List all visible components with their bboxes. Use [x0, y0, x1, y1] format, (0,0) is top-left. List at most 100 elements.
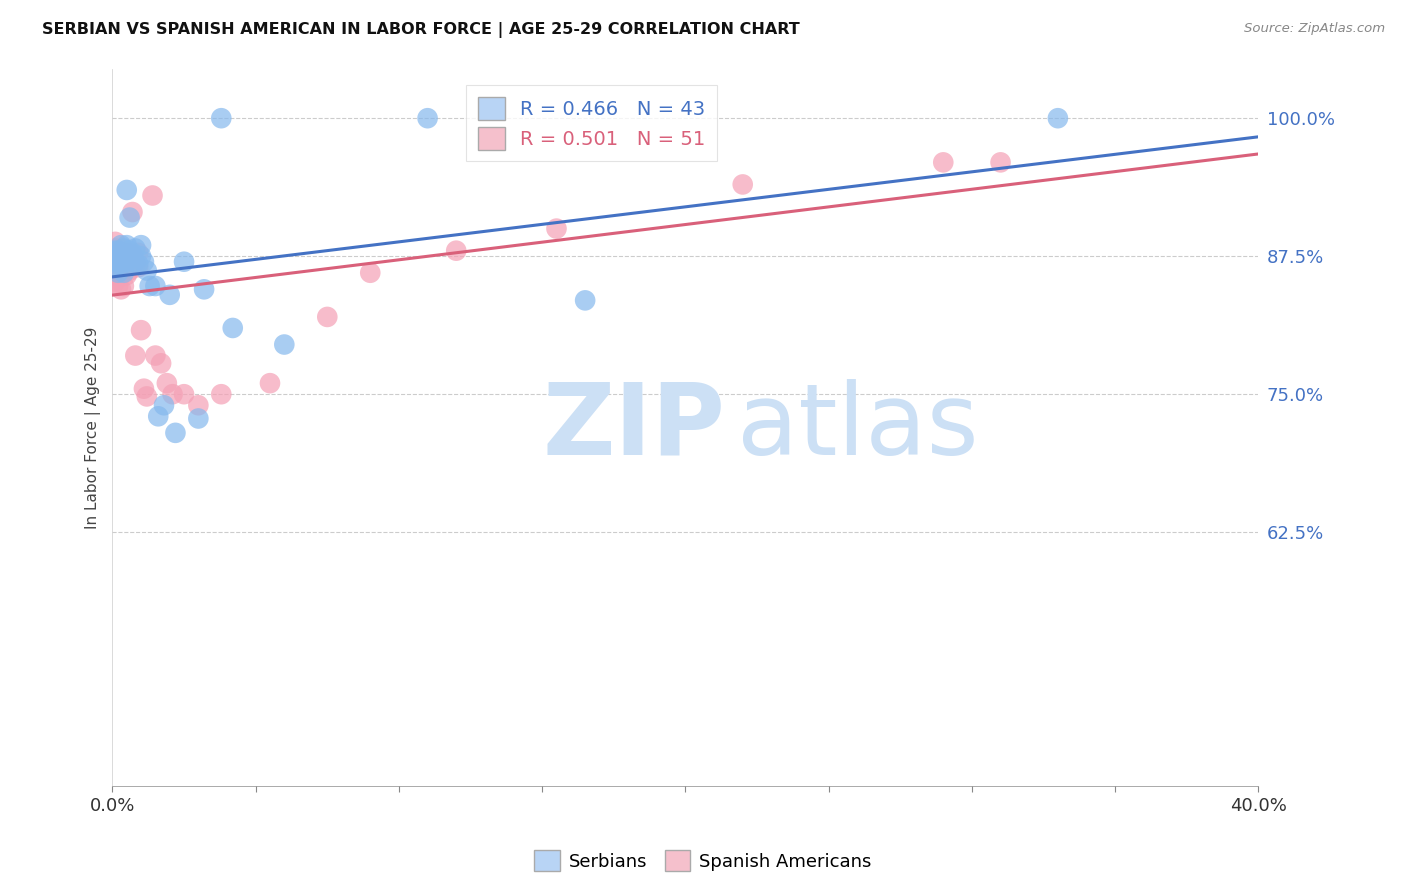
Point: [135, 389, 157, 403]
Point: [1046, 112, 1069, 126]
Legend: R = 0.466   N = 43, R = 0.501   N = 51: R = 0.466 N = 43, R = 0.501 N = 51: [465, 86, 717, 161]
Point: [107, 246, 129, 260]
Point: [110, 246, 132, 260]
Point: [138, 279, 160, 293]
Point: [118, 244, 141, 258]
Point: [121, 249, 143, 263]
Point: [193, 282, 215, 296]
Point: [187, 398, 209, 412]
Point: [156, 376, 179, 391]
Point: [129, 249, 152, 263]
Point: [209, 387, 232, 401]
Point: [444, 244, 467, 258]
Point: [135, 263, 157, 277]
Point: [127, 257, 149, 271]
Point: [104, 260, 127, 275]
Point: [112, 266, 135, 280]
Point: [129, 323, 152, 337]
Point: [121, 246, 143, 260]
Point: [222, 321, 245, 335]
Point: [574, 293, 596, 308]
Point: [173, 254, 195, 268]
Point: [110, 238, 132, 252]
Point: [132, 382, 155, 396]
Point: [107, 263, 129, 277]
Point: [731, 178, 754, 192]
Point: [259, 376, 281, 391]
Point: [990, 155, 1012, 169]
Point: [112, 252, 135, 267]
Point: [104, 254, 127, 268]
Point: [104, 242, 127, 256]
Point: [107, 252, 129, 267]
Point: [115, 183, 138, 197]
Point: [110, 259, 132, 273]
Point: [273, 337, 295, 351]
Point: [546, 221, 568, 235]
Point: [104, 249, 127, 263]
Point: [932, 155, 955, 169]
Point: [121, 205, 143, 219]
Point: [104, 260, 127, 275]
Point: [145, 349, 167, 363]
Point: [159, 288, 181, 302]
Point: [141, 188, 163, 202]
Point: [124, 257, 146, 271]
Point: [359, 266, 381, 280]
Point: [110, 282, 132, 296]
Point: [124, 349, 146, 363]
Text: ZIP: ZIP: [543, 379, 725, 475]
Point: [104, 275, 127, 289]
Point: [132, 254, 155, 268]
Point: [316, 310, 339, 324]
Point: [115, 260, 138, 275]
Point: [148, 409, 170, 424]
Point: [110, 257, 132, 271]
Point: [107, 249, 129, 263]
Point: [104, 244, 127, 258]
Y-axis label: In Labor Force | Age 25-29: In Labor Force | Age 25-29: [86, 326, 101, 529]
Point: [165, 425, 187, 440]
Point: [173, 387, 195, 401]
Point: [121, 257, 143, 271]
Point: [416, 112, 439, 126]
Point: [107, 244, 129, 258]
Point: [104, 235, 127, 249]
Point: [110, 268, 132, 282]
Text: Source: ZipAtlas.com: Source: ZipAtlas.com: [1244, 22, 1385, 36]
Point: [112, 254, 135, 268]
Point: [162, 387, 184, 401]
Point: [107, 269, 129, 284]
Point: [118, 211, 141, 225]
Point: [112, 279, 135, 293]
Point: [110, 246, 132, 260]
Point: [107, 279, 129, 293]
Point: [127, 260, 149, 275]
Point: [104, 268, 127, 282]
Point: [115, 254, 138, 268]
Text: atlas: atlas: [737, 379, 979, 475]
Point: [127, 246, 149, 260]
Point: [104, 248, 127, 262]
Legend: Serbians, Spanish Americans: Serbians, Spanish Americans: [527, 843, 879, 879]
Point: [150, 356, 173, 370]
Point: [112, 246, 135, 260]
Point: [187, 411, 209, 425]
Point: [107, 266, 129, 280]
Point: [107, 254, 129, 268]
Point: [115, 246, 138, 260]
Point: [124, 254, 146, 268]
Point: [153, 398, 176, 412]
Point: [118, 263, 141, 277]
Point: [112, 242, 135, 256]
Point: [110, 252, 132, 267]
Point: [104, 254, 127, 268]
Point: [115, 238, 138, 252]
Point: [129, 238, 152, 252]
Point: [115, 252, 138, 267]
Point: [145, 279, 167, 293]
Point: [124, 242, 146, 256]
Point: [118, 246, 141, 260]
Point: [209, 112, 232, 126]
Text: SERBIAN VS SPANISH AMERICAN IN LABOR FORCE | AGE 25-29 CORRELATION CHART: SERBIAN VS SPANISH AMERICAN IN LABOR FOR…: [42, 22, 800, 38]
